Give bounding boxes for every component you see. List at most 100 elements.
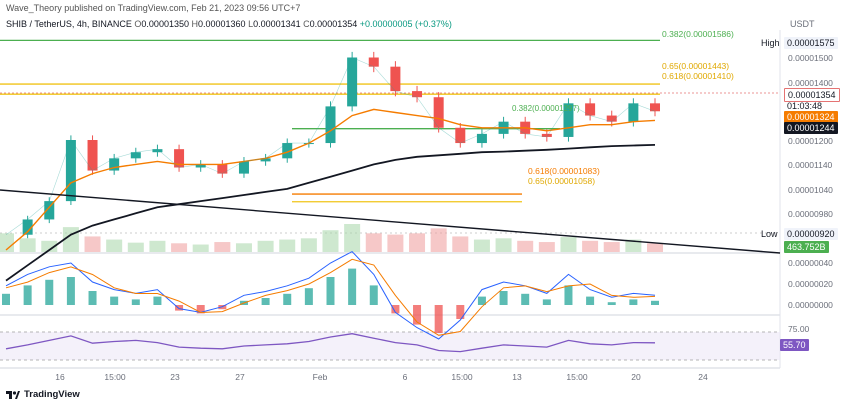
macd-line bbox=[5, 250, 656, 340]
price-tick-2: 0.00001400 bbox=[788, 78, 833, 88]
volume-bar bbox=[300, 238, 317, 252]
open-value: 0.00001350 bbox=[141, 19, 189, 29]
macd-bar bbox=[348, 268, 357, 305]
x-label: 13 bbox=[512, 372, 522, 382]
x-label: 24 bbox=[698, 372, 708, 382]
high-value: 0.00001360 bbox=[198, 19, 246, 29]
volume-bar bbox=[430, 228, 447, 252]
volume-bar bbox=[495, 238, 512, 252]
open-label: O bbox=[134, 19, 142, 29]
candle-body bbox=[260, 158, 271, 162]
high-tag-value: 0.00001575 bbox=[784, 37, 838, 49]
volume-bar bbox=[452, 236, 469, 252]
volume-bar bbox=[192, 244, 209, 252]
publisher-line: Wave_Theory published on TradingView.com… bbox=[6, 3, 301, 13]
macd-bar bbox=[2, 293, 10, 305]
candle-body bbox=[325, 106, 336, 144]
volume-bar bbox=[365, 233, 382, 252]
macd-bar bbox=[369, 285, 378, 305]
macd-bar bbox=[304, 288, 313, 305]
candle-body bbox=[130, 152, 141, 159]
volume-bar bbox=[149, 240, 166, 252]
macd-bar bbox=[45, 279, 54, 305]
candle-body bbox=[541, 133, 552, 137]
macd-bar bbox=[477, 296, 486, 305]
macd-bar bbox=[326, 277, 335, 305]
fib-label-0618-low: 0.618(0.00001083) bbox=[528, 166, 600, 176]
volume-bar bbox=[127, 242, 144, 252]
rsi-line bbox=[5, 333, 656, 353]
x-label: 6 bbox=[402, 372, 408, 382]
volume-bar bbox=[0, 233, 14, 252]
price-line bbox=[5, 57, 656, 235]
macd-bar bbox=[23, 285, 32, 305]
high-tag-label: High bbox=[761, 38, 780, 48]
volume-bar bbox=[84, 236, 101, 252]
close-value: 0.00001354 bbox=[309, 19, 358, 29]
macd-bar bbox=[586, 296, 595, 305]
low-tag-value: 0.00000920 bbox=[784, 228, 838, 240]
candle-body bbox=[238, 161, 249, 174]
tradingview-logo[interactable]: TradingView bbox=[6, 389, 80, 400]
candle-body bbox=[390, 66, 401, 92]
macd-bar bbox=[564, 285, 573, 305]
symbol-name[interactable]: SHIB / TetherUS, 4h, BINANCE bbox=[6, 19, 132, 29]
volume-bar bbox=[19, 238, 36, 252]
volume-bar bbox=[560, 237, 577, 252]
candle-body bbox=[195, 164, 206, 168]
price-tick-4: 0.00001140 bbox=[788, 160, 833, 170]
macd-bar bbox=[110, 296, 119, 305]
macd-tick-1: 0.00000040 bbox=[788, 258, 833, 268]
rsi-value-tag: 55.70 bbox=[780, 339, 809, 351]
candle-body bbox=[476, 133, 487, 144]
candle-body bbox=[412, 91, 423, 98]
macd-bar bbox=[175, 305, 184, 311]
fib-label-0618-top: 0.618(0.00001410) bbox=[662, 71, 734, 81]
macd-bar bbox=[413, 305, 422, 325]
candle-body bbox=[585, 103, 596, 116]
volume-bar bbox=[279, 239, 296, 252]
x-label: Feb bbox=[312, 372, 328, 382]
candle-body bbox=[606, 115, 617, 122]
footer-brand: TradingView bbox=[24, 389, 80, 400]
low-label: L bbox=[248, 19, 254, 29]
x-label: 15:00 bbox=[566, 372, 588, 382]
price-tick-1: 0.00001500 bbox=[788, 53, 833, 63]
macd-bar bbox=[66, 277, 75, 305]
rsi-tick-top: 75.00 bbox=[788, 324, 810, 334]
macd-bar bbox=[651, 300, 659, 305]
macd-bar bbox=[607, 302, 616, 305]
macd-bar bbox=[261, 298, 270, 305]
macd-tick-2: 0.00000020 bbox=[788, 279, 833, 289]
ma-orange-tag: 0.00001324 bbox=[784, 111, 838, 123]
volume-bar bbox=[257, 240, 274, 252]
x-label: 16 bbox=[55, 372, 65, 382]
macd-bar bbox=[456, 305, 465, 319]
volume-bar bbox=[235, 243, 252, 252]
candle-body bbox=[347, 57, 358, 107]
volume-bar bbox=[603, 242, 620, 252]
volume-tag: 463.752B bbox=[784, 241, 829, 253]
candle-body bbox=[22, 219, 33, 235]
ma-black-line bbox=[5, 144, 656, 282]
fib-label-0382-mid: 0.382(0.00001297) bbox=[512, 104, 580, 113]
countdown-tag: 01:03:48 bbox=[787, 101, 823, 111]
candle-body bbox=[44, 201, 55, 220]
volume-bar bbox=[344, 224, 361, 252]
macd-signal-line bbox=[5, 258, 656, 336]
candle-body bbox=[282, 143, 293, 159]
x-label: 15:00 bbox=[104, 372, 126, 382]
volume-bar bbox=[106, 239, 123, 252]
macd-bar bbox=[153, 296, 162, 305]
volume-bar bbox=[517, 240, 534, 252]
quote-currency: USDT bbox=[790, 19, 815, 29]
volume-bar bbox=[41, 240, 58, 252]
macd-bar bbox=[196, 305, 205, 314]
macd-bar bbox=[131, 299, 140, 305]
candle-body bbox=[368, 57, 379, 67]
low-value: 0.00001341 bbox=[253, 19, 301, 29]
ma-black-tag: 0.00001244 bbox=[784, 122, 838, 134]
macd-bar bbox=[499, 291, 508, 305]
price-tick-5: 0.00001040 bbox=[788, 185, 833, 195]
